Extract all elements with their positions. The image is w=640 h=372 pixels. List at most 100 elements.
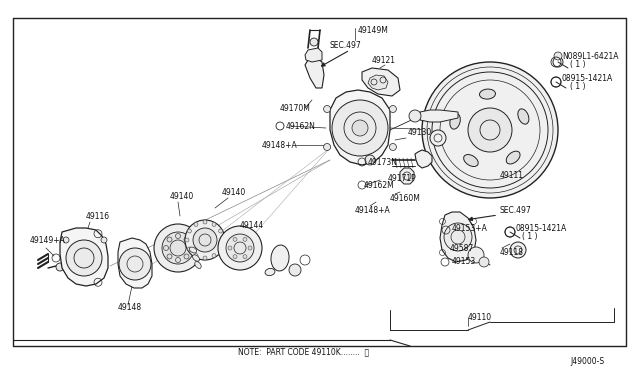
Ellipse shape	[506, 151, 520, 164]
Polygon shape	[305, 48, 322, 62]
Text: 49162N: 49162N	[286, 122, 316, 131]
Circle shape	[332, 100, 388, 156]
Text: 49149+A: 49149+A	[30, 235, 66, 244]
Text: 49140: 49140	[170, 192, 195, 201]
Ellipse shape	[265, 269, 275, 276]
Circle shape	[119, 248, 151, 280]
Text: 49118: 49118	[500, 247, 524, 257]
Ellipse shape	[518, 109, 529, 124]
Circle shape	[175, 234, 180, 238]
Text: 08915-1421A: 08915-1421A	[562, 74, 613, 83]
Circle shape	[184, 237, 189, 242]
Polygon shape	[330, 90, 390, 165]
Text: 49130: 49130	[408, 128, 432, 137]
Circle shape	[163, 246, 168, 250]
Text: 49587: 49587	[450, 244, 474, 253]
Circle shape	[185, 238, 189, 242]
Circle shape	[430, 130, 446, 146]
Circle shape	[233, 255, 237, 259]
Circle shape	[194, 254, 198, 257]
Circle shape	[175, 257, 180, 263]
Circle shape	[212, 222, 216, 227]
Text: 49160M: 49160M	[390, 193, 421, 202]
Circle shape	[188, 246, 193, 250]
Text: J49000-S: J49000-S	[570, 357, 604, 366]
Text: ( 1 ): ( 1 )	[570, 60, 586, 68]
Circle shape	[221, 238, 225, 242]
Circle shape	[101, 237, 107, 243]
Circle shape	[56, 263, 64, 271]
Polygon shape	[440, 212, 476, 262]
Text: ( 1 ): ( 1 )	[570, 81, 586, 90]
Polygon shape	[400, 168, 414, 184]
Circle shape	[219, 229, 223, 233]
Text: SEC.497: SEC.497	[500, 205, 532, 215]
Circle shape	[510, 242, 526, 258]
Circle shape	[188, 229, 191, 233]
Circle shape	[185, 220, 225, 260]
Text: 49148+A: 49148+A	[355, 205, 391, 215]
Polygon shape	[368, 75, 388, 90]
Text: 49111: 49111	[500, 170, 524, 180]
Text: 49171P: 49171P	[388, 173, 417, 183]
Text: 49162M: 49162M	[364, 180, 395, 189]
Circle shape	[389, 106, 396, 112]
Polygon shape	[420, 110, 458, 122]
Circle shape	[468, 247, 484, 263]
Polygon shape	[362, 68, 400, 96]
Circle shape	[167, 254, 172, 259]
Circle shape	[289, 264, 301, 276]
Circle shape	[218, 226, 262, 270]
Text: 49140: 49140	[222, 187, 246, 196]
Circle shape	[310, 38, 318, 46]
Circle shape	[203, 220, 207, 224]
Circle shape	[248, 246, 252, 250]
Circle shape	[212, 254, 216, 257]
Text: 49173N: 49173N	[368, 157, 398, 167]
Circle shape	[219, 247, 223, 251]
Text: 49153: 49153	[452, 257, 476, 266]
Text: 49148: 49148	[118, 304, 142, 312]
Circle shape	[365, 155, 375, 165]
Circle shape	[468, 108, 512, 152]
Circle shape	[226, 234, 254, 262]
Circle shape	[422, 62, 558, 198]
Circle shape	[184, 254, 189, 259]
Text: 49170M: 49170M	[280, 103, 311, 112]
Circle shape	[243, 255, 247, 259]
Circle shape	[188, 247, 191, 251]
Polygon shape	[60, 228, 108, 286]
Text: 49153+A: 49153+A	[452, 224, 488, 232]
Ellipse shape	[189, 247, 196, 253]
Ellipse shape	[479, 89, 495, 99]
Circle shape	[154, 224, 202, 272]
Text: 49149M: 49149M	[358, 26, 389, 35]
Ellipse shape	[193, 255, 200, 261]
Circle shape	[554, 52, 562, 60]
Text: 49116: 49116	[86, 212, 110, 221]
Circle shape	[243, 237, 247, 241]
Circle shape	[409, 110, 421, 122]
Text: 49148+A: 49148+A	[262, 141, 298, 150]
Ellipse shape	[463, 154, 478, 167]
Text: ( 1 ): ( 1 )	[522, 231, 538, 241]
Text: 49121: 49121	[372, 55, 396, 64]
Polygon shape	[118, 238, 152, 288]
Circle shape	[203, 256, 207, 260]
Circle shape	[162, 232, 194, 264]
Polygon shape	[305, 58, 324, 88]
Text: NOTE:  PART CODE 49110K........  Ⓐ: NOTE: PART CODE 49110K........ Ⓐ	[238, 347, 369, 356]
Text: 08915-1421A: 08915-1421A	[516, 224, 567, 232]
Circle shape	[389, 144, 396, 151]
Text: 49110: 49110	[468, 314, 492, 323]
Text: SEC.497: SEC.497	[330, 41, 362, 49]
Polygon shape	[415, 150, 432, 168]
Ellipse shape	[450, 113, 460, 129]
Ellipse shape	[271, 245, 289, 271]
Text: N089L1-6421A: N089L1-6421A	[562, 51, 618, 61]
Ellipse shape	[195, 262, 201, 269]
Circle shape	[194, 222, 198, 227]
Circle shape	[324, 106, 331, 112]
Circle shape	[479, 257, 489, 267]
Circle shape	[444, 223, 472, 251]
